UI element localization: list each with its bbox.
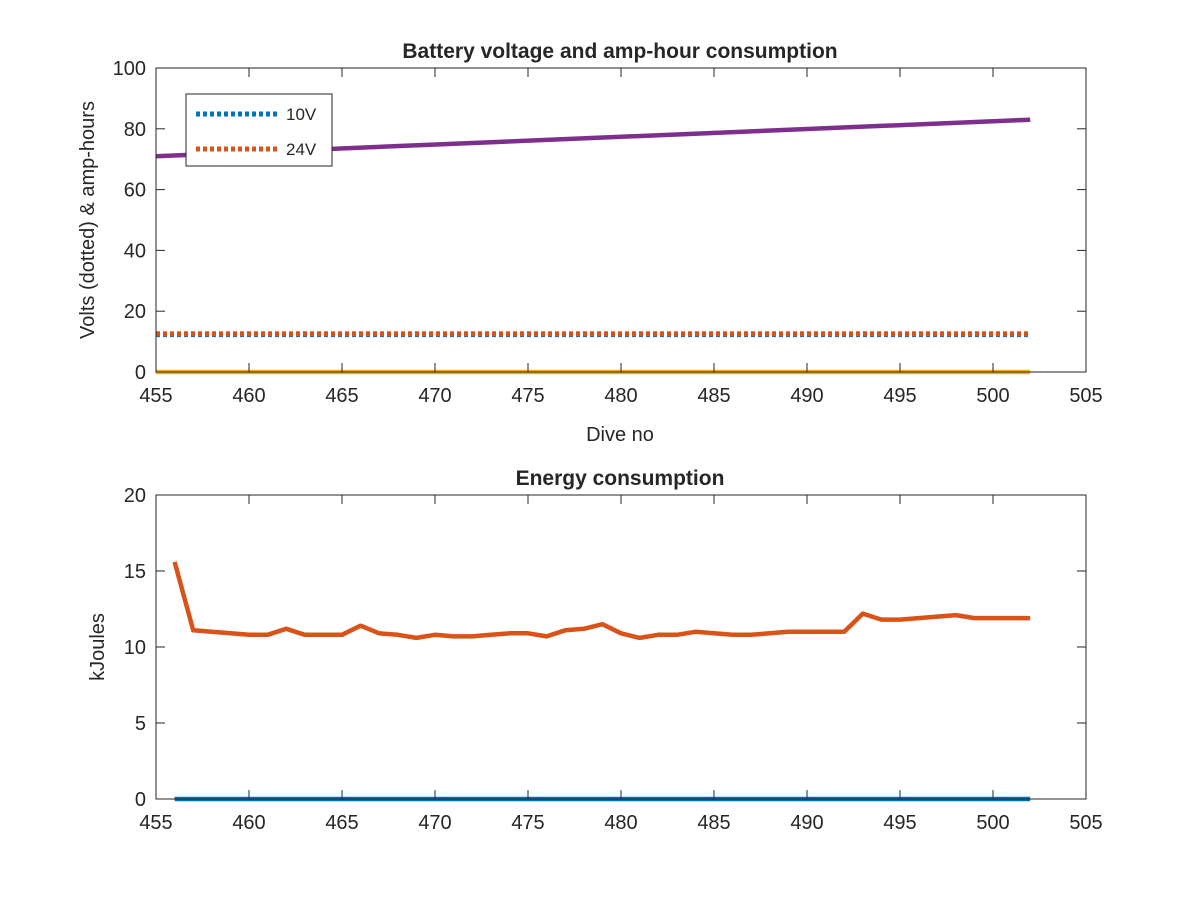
y-axis-label: kJoules	[87, 613, 109, 681]
x-axis-label: Dive no	[586, 424, 654, 446]
y-tick-label: 0	[135, 362, 146, 384]
x-tick-label: 485	[697, 385, 730, 407]
x-tick-label: 465	[325, 812, 358, 834]
x-tick-label: 500	[976, 812, 1009, 834]
y-tick-label: 15	[124, 561, 146, 583]
legend: 10V 24V	[185, 93, 333, 167]
legend-label-24v: 24V	[286, 140, 317, 159]
x-tick-label: 475	[511, 812, 544, 834]
y-tick-label: 20	[124, 301, 146, 323]
chart-title: Battery voltage and amp-hour consumption	[402, 40, 837, 63]
y-tick-label: 10	[124, 637, 146, 659]
y-tick-label: 5	[135, 713, 146, 735]
voltage-amp-hour-panel: Battery voltage and amp-hour consumption…	[77, 40, 1103, 446]
legend-box	[185, 93, 333, 167]
axes-box	[155, 494, 1087, 800]
x-tick-label: 485	[697, 812, 730, 834]
x-tick-label: 475	[511, 385, 544, 407]
series-line-2	[172, 561, 1031, 641]
x-tick-label: 505	[1069, 812, 1102, 834]
y-tick-label: 40	[124, 240, 146, 262]
chart-title: Energy consumption	[516, 467, 725, 490]
series-group	[172, 561, 1031, 802]
x-tick-label: 490	[790, 385, 823, 407]
x-tick-label: 470	[418, 812, 451, 834]
x-tick-label: 495	[883, 812, 916, 834]
y-axis-label: Volts (dotted) & amp-hours	[77, 101, 99, 339]
x-tick-label: 465	[325, 385, 358, 407]
x-tick-label: 490	[790, 812, 823, 834]
y-tick-label: 60	[124, 180, 146, 202]
x-tick-label: 455	[139, 385, 172, 407]
x-tick-label: 470	[418, 385, 451, 407]
x-tick-label: 500	[976, 385, 1009, 407]
x-tick-label: 495	[883, 385, 916, 407]
x-tick-label: 505	[1069, 385, 1102, 407]
x-tick-label: 480	[604, 812, 637, 834]
x-tick-label: 460	[232, 812, 265, 834]
x-tick-label: 455	[139, 812, 172, 834]
y-tick-label: 20	[124, 485, 146, 507]
legend-label-10v: 10V	[286, 105, 317, 124]
y-tick-label: 80	[124, 119, 146, 141]
x-tick-label: 480	[604, 385, 637, 407]
y-tick-label: 0	[135, 789, 146, 811]
x-tick-label: 460	[232, 385, 265, 407]
y-tick-label: 100	[113, 58, 146, 80]
energy-panel: Energy consumption kJoules 455 460 465 470 4…	[87, 467, 1103, 834]
